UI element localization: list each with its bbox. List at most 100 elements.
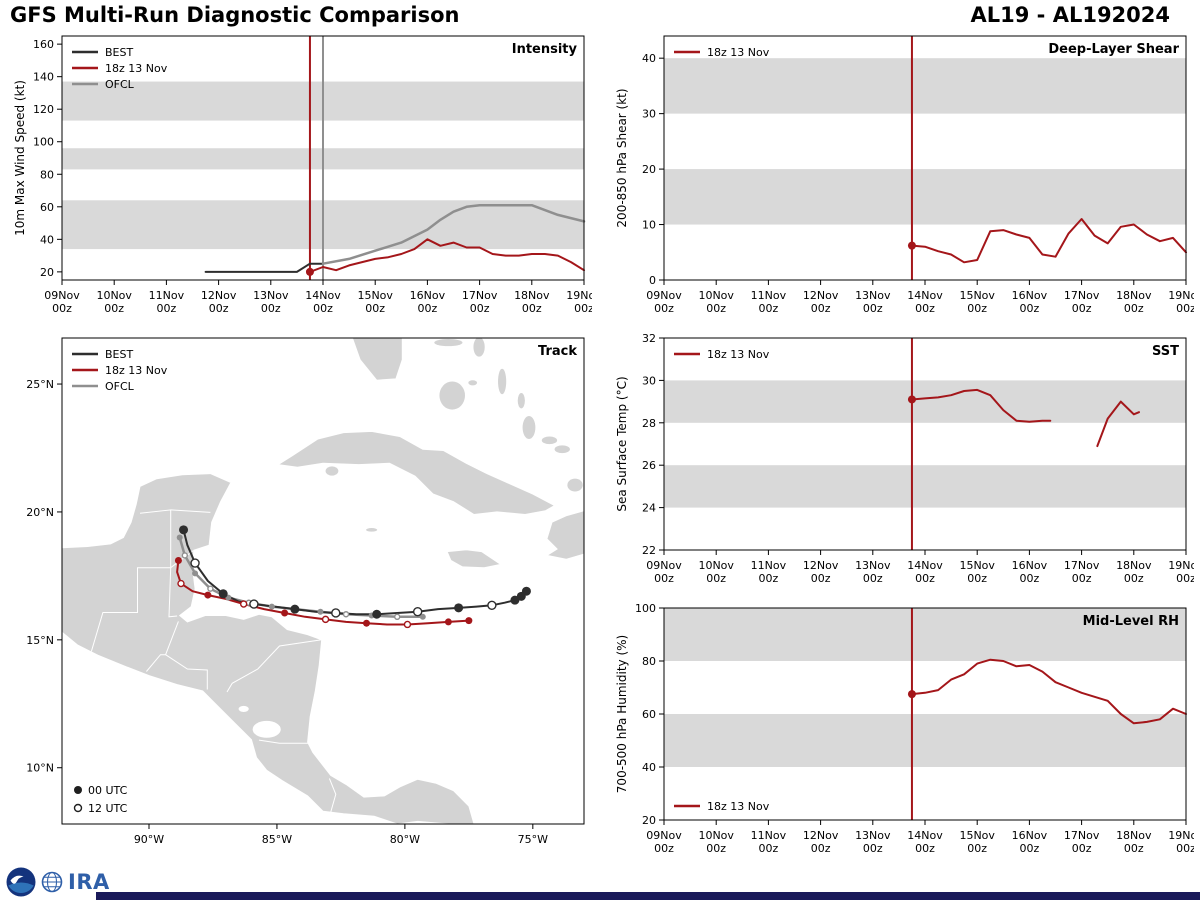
x-tick-hour: 00z <box>470 302 490 315</box>
legend-label-18z-13-nov: 18z 13 Nov <box>105 62 168 75</box>
x-tick-hour: 00z <box>863 842 883 855</box>
x-tick-date: 14Nov <box>305 289 341 302</box>
lake <box>252 720 281 738</box>
x-tick-hour: 00z <box>1020 302 1040 315</box>
island <box>468 380 478 386</box>
shade-band <box>664 714 1186 767</box>
island <box>439 381 466 410</box>
legend-label-18z-13-nov: 18z 13 Nov <box>707 800 770 813</box>
cira-globe-icon <box>41 871 63 893</box>
x-tick-hour: 00z <box>967 572 987 585</box>
country-border <box>170 550 194 569</box>
x-tick-date: 13Nov <box>855 289 891 302</box>
track-point-12utc <box>181 552 189 559</box>
x-tick-hour: 00z <box>1072 302 1092 315</box>
y-tick-label: 10 <box>642 219 656 232</box>
mid-level-rh-panel: 20 40 60 80 100 09Nov 00z 10Nov 00z 11Nov 00z 12Nov… <box>610 600 1194 868</box>
x-tick-date: 11Nov <box>751 289 787 302</box>
island <box>498 368 507 395</box>
x-tick-hour: 00z <box>759 842 779 855</box>
storm-id-title: AL19 - AL192024 <box>970 3 1171 27</box>
x-tick-date: 17Nov <box>1064 289 1100 302</box>
track-point-00utc <box>454 603 464 613</box>
country-border <box>258 739 312 744</box>
legend-label-18z-13-nov: 18z 13 Nov <box>707 46 770 59</box>
series-18z-13-nov <box>910 218 1187 264</box>
track-point-00utc <box>281 609 289 617</box>
y-tick-label: 30 <box>642 374 656 387</box>
x-tick-date: 15Nov <box>959 289 995 302</box>
country-border <box>90 567 171 652</box>
x-tick-date: 14Nov <box>907 289 943 302</box>
island <box>434 339 463 347</box>
x-tick-hour: 00z <box>759 302 779 315</box>
lat-tick-label: 20°N <box>26 506 54 519</box>
legend-label-best: BEST <box>105 46 133 59</box>
map-frame <box>61 337 585 825</box>
island <box>517 392 525 409</box>
y-tick-label: 20 <box>642 814 656 827</box>
x-tick-date: 19Nov <box>1168 829 1194 842</box>
y-axis-label: 700-500 hPa Humidity (%) <box>615 635 629 793</box>
land-cuba <box>276 430 556 516</box>
x-tick-date: 11Nov <box>751 829 787 842</box>
panel-title: Mid-Level RH <box>1083 614 1179 629</box>
rh-chart: 2040608010009Nov00z10Nov00z11Nov00z12Nov… <box>615 602 1194 855</box>
cira-wordmark: IRA <box>68 870 110 894</box>
x-tick-date: 19Nov <box>1168 289 1194 302</box>
y-tick-label: 160 <box>33 38 54 51</box>
intensity-chart: 2040608010012014016009Nov00z10Nov00z11No… <box>13 35 592 315</box>
init-marker <box>907 395 916 404</box>
track-point-12utc <box>394 613 401 621</box>
x-tick-date: 13Nov <box>253 289 289 302</box>
y-tick-label: 120 <box>33 103 54 116</box>
map-layers <box>62 338 584 824</box>
x-tick-date: 15Nov <box>357 289 393 302</box>
island <box>522 416 536 440</box>
x-tick-date: 10Nov <box>698 829 734 842</box>
shade-band <box>664 608 1186 661</box>
track-point-00utc <box>419 613 426 620</box>
x-tick-date: 16Nov <box>1012 559 1048 572</box>
track-point-00utc <box>174 557 182 565</box>
shear-chart: 01020304009Nov00z10Nov00z11Nov00z12Nov00… <box>615 35 1194 315</box>
shade-band <box>664 380 1186 423</box>
x-tick-hour: 00z <box>654 302 674 315</box>
y-axis-label: 10m Max Wind Speed (kt) <box>13 80 27 236</box>
x-tick-date: 12Nov <box>803 829 839 842</box>
y-tick-label: 20 <box>40 266 54 279</box>
x-tick-hour: 00z <box>811 302 831 315</box>
island <box>541 436 558 445</box>
x-tick-hour: 00z <box>522 302 542 315</box>
y-tick-label: 80 <box>642 655 656 668</box>
init-marker <box>907 241 916 250</box>
legend-label-ofcl: OFCL <box>105 78 135 91</box>
country-border <box>165 654 208 690</box>
x-tick-date: 11Nov <box>751 559 787 572</box>
track-map-chart: 25°N 20°N 15°N 10°N 90°W 85°W 80°W 75°W Track BES… <box>26 337 585 846</box>
x-tick-date: 09Nov <box>646 289 682 302</box>
x-tick-date: 16Nov <box>1012 289 1048 302</box>
x-tick-date: 18Nov <box>1116 289 1152 302</box>
legend-marker-filled <box>74 786 82 794</box>
country-border <box>170 509 211 513</box>
lon-tick-label: 75°W <box>518 833 548 846</box>
x-tick-date: 18Nov <box>1116 829 1152 842</box>
x-tick-date: 14Nov <box>907 559 943 572</box>
x-tick-hour: 00z <box>1124 302 1144 315</box>
track-point-12utc <box>331 608 341 618</box>
island <box>325 466 339 476</box>
x-tick-hour: 00z <box>1020 842 1040 855</box>
legend-label-18z-13-nov: 18z 13 Nov <box>707 348 770 361</box>
plot-frame <box>663 337 1187 551</box>
x-tick-hour: 00z <box>1124 572 1144 585</box>
y-tick-label: 30 <box>642 108 656 121</box>
x-tick-hour: 00z <box>1072 572 1092 585</box>
island <box>473 338 485 357</box>
footer-logos: IRA <box>6 867 110 897</box>
x-tick-hour: 00z <box>209 302 229 315</box>
x-tick-hour: 00z <box>1020 572 1040 585</box>
series-18z-13-nov <box>910 388 1052 423</box>
x-tick-hour: 00z <box>811 572 831 585</box>
